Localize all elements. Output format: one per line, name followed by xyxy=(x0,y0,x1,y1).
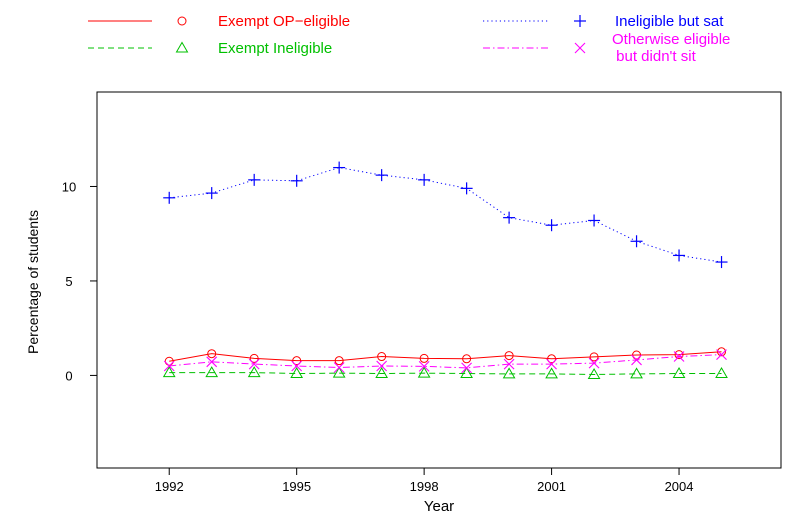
legend-entry-2: Ineligible but sat xyxy=(483,13,724,30)
data-point-0-1997 xyxy=(377,352,387,362)
data-point-1-1996 xyxy=(332,366,346,378)
legend: Exempt OP−eligible Exempt Ineligible Ineli… xyxy=(88,13,730,65)
legend-marker-1 xyxy=(175,41,189,53)
legend-label-0: Exempt OP−eligible xyxy=(218,13,350,30)
data-point-3-2002 xyxy=(588,357,600,369)
data-point-0-1994 xyxy=(249,353,259,363)
data-point-2-2001 xyxy=(545,219,558,232)
data-point-2-2000 xyxy=(503,211,516,224)
data-point-3-1999 xyxy=(461,362,473,374)
series-0 xyxy=(164,347,727,366)
data-point-1-1997 xyxy=(375,367,389,379)
y-tick-label-0: 0 xyxy=(65,368,72,383)
series-layer xyxy=(162,161,728,379)
x-tick-label-1992: 1992 xyxy=(155,479,184,494)
data-point-1-1992 xyxy=(162,366,176,378)
series-3 xyxy=(163,349,727,374)
data-point-3-1996 xyxy=(333,362,345,373)
data-point-2-2003 xyxy=(630,235,643,248)
data-point-1-2000 xyxy=(502,367,516,379)
x-tick-label-2004: 2004 xyxy=(665,479,694,494)
data-point-0-2001 xyxy=(547,354,557,364)
legend-entry-0: Exempt OP−eligible xyxy=(88,13,350,30)
data-point-0-2005 xyxy=(717,347,727,357)
legend-marker-2 xyxy=(574,15,586,27)
data-point-0-1999 xyxy=(462,354,472,364)
series-line-0 xyxy=(169,351,722,362)
y-tick-label-10: 10 xyxy=(62,179,76,194)
legend-label-2: Ineligible but sat xyxy=(615,13,724,30)
data-point-2-2002 xyxy=(588,214,601,227)
series-2 xyxy=(163,161,728,269)
x-axis-title: Year xyxy=(424,498,454,515)
legend-marker-0 xyxy=(177,16,187,26)
data-point-1-2001 xyxy=(545,367,558,379)
y-axis: 0 5 10 xyxy=(62,179,97,383)
data-point-1-1993 xyxy=(205,366,219,378)
x-tick-label-1998: 1998 xyxy=(410,479,439,494)
data-point-0-2000 xyxy=(504,351,514,361)
data-point-2-1999 xyxy=(460,182,473,195)
legend-marker-3 xyxy=(574,42,586,54)
data-point-1-2002 xyxy=(587,367,601,379)
data-point-1-1998 xyxy=(417,366,431,378)
y-tick-label-5: 5 xyxy=(65,274,72,289)
data-point-1-1994 xyxy=(247,366,261,378)
plot-frame xyxy=(96,91,782,469)
data-point-0-2003 xyxy=(632,350,642,360)
data-point-2-1998 xyxy=(418,173,431,186)
data-point-2-1996 xyxy=(333,161,346,174)
data-point-2-2005 xyxy=(715,256,728,269)
data-point-3-1998 xyxy=(418,360,430,372)
data-point-1-1995 xyxy=(290,367,304,379)
data-point-2-1994 xyxy=(248,173,261,186)
data-point-1-2005 xyxy=(715,367,728,379)
data-point-3-2001 xyxy=(546,358,557,370)
legend-entry-1: Exempt Ineligible xyxy=(88,40,332,57)
data-point-0-2002 xyxy=(589,352,599,362)
data-point-0-1998 xyxy=(419,353,429,363)
x-tick-label-1995: 1995 xyxy=(282,479,311,494)
data-point-0-1996 xyxy=(334,356,344,366)
x-axis: 1992 1995 1998 2001 2004 xyxy=(155,468,694,494)
data-point-1-2004 xyxy=(672,367,686,379)
legend-label-1: Exempt Ineligible xyxy=(218,40,332,57)
data-point-3-2005 xyxy=(716,349,727,361)
data-point-0-1993 xyxy=(207,349,217,359)
data-point-3-1992 xyxy=(163,360,175,372)
data-point-2-1995 xyxy=(290,174,303,187)
series-line-1 xyxy=(169,372,722,375)
data-point-2-1997 xyxy=(375,169,388,182)
series-1 xyxy=(162,366,728,379)
data-point-0-1995 xyxy=(292,356,302,366)
legend-label-3: Otherwise eligible but didn't sit xyxy=(612,31,730,65)
legend-entry-3: Otherwise eligible but didn't sit xyxy=(483,31,730,65)
data-point-3-1995 xyxy=(291,360,303,372)
data-point-1-1999 xyxy=(460,367,473,379)
data-point-2-1993 xyxy=(205,187,218,200)
data-point-3-2000 xyxy=(503,358,515,370)
data-point-3-2004 xyxy=(673,351,685,362)
series-line-2 xyxy=(169,167,722,263)
data-point-3-1994 xyxy=(248,358,260,370)
y-axis-title: Percentage of students xyxy=(25,210,41,354)
data-point-0-2004 xyxy=(674,350,684,360)
data-point-3-2003 xyxy=(631,354,642,366)
data-point-1-2003 xyxy=(630,367,643,379)
x-tick-label-2001: 2001 xyxy=(537,479,566,494)
data-point-3-1993 xyxy=(206,356,218,368)
data-point-3-1997 xyxy=(376,360,388,372)
data-point-2-2004 xyxy=(673,249,686,262)
series-line-3 xyxy=(169,354,722,369)
data-point-2-1992 xyxy=(163,191,176,204)
